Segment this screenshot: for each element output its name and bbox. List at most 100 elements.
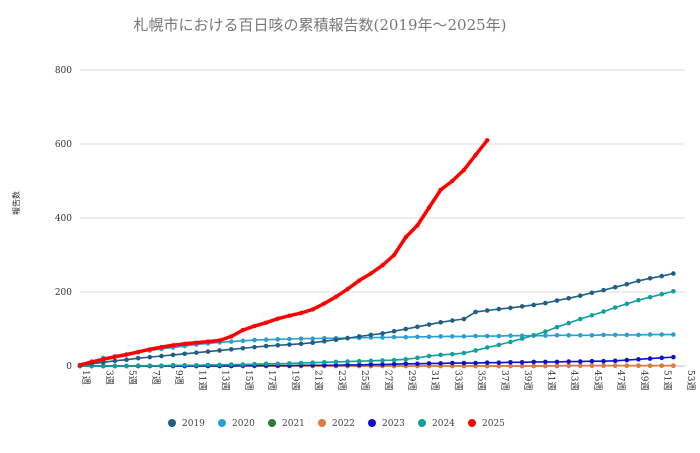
- data-point-2019: [263, 343, 269, 349]
- legend-marker: [368, 419, 376, 427]
- data-point-2019: [531, 302, 537, 308]
- data-point-2023: [345, 362, 350, 368]
- data-point-2025: [77, 362, 83, 368]
- data-point-2020: [636, 332, 641, 338]
- data-point-2019: [194, 350, 199, 355]
- legend-marker: [218, 419, 226, 427]
- legend-label: 2020: [232, 419, 255, 429]
- data-point-2023: [659, 355, 665, 361]
- legend-label: 2023: [382, 419, 405, 429]
- data-point-2024: [170, 362, 176, 368]
- x-tick-label: 3週: [103, 370, 114, 385]
- data-point-2020: [508, 333, 513, 338]
- data-point-2022: [531, 363, 537, 369]
- data-point-2023: [356, 362, 362, 368]
- data-point-2022: [484, 363, 490, 369]
- data-point-2022: [671, 363, 676, 368]
- data-point-2019: [356, 334, 362, 339]
- data-point-2023: [647, 356, 653, 361]
- data-point-2022: [508, 363, 513, 369]
- x-tick-label: 31週: [429, 370, 440, 390]
- data-point-2024: [368, 358, 374, 364]
- data-point-2022: [647, 363, 653, 368]
- data-point-2019: [228, 347, 234, 352]
- data-point-2023: [671, 354, 676, 360]
- data-point-2024: [461, 350, 467, 356]
- data-point-2019: [403, 326, 409, 332]
- series-line-2020: [79, 333, 674, 367]
- data-point-2023: [554, 359, 560, 365]
- data-point-2019: [159, 353, 164, 359]
- data-point-2020: [473, 333, 478, 339]
- x-tick-label: 17週: [266, 370, 277, 390]
- legend-label: 2025: [482, 419, 505, 429]
- data-point-2020: [577, 332, 583, 338]
- y-tick-label: 600: [55, 140, 72, 150]
- legend-item-2019: 2019: [168, 419, 205, 429]
- data-point-2019: [391, 328, 397, 334]
- data-point-2022: [636, 363, 641, 368]
- data-point-2024: [322, 360, 327, 365]
- data-point-2022: [624, 363, 630, 368]
- legend: 2019 2020 2021 2022 2023 2024 2025: [168, 419, 505, 429]
- data-point-2020: [461, 334, 467, 339]
- data-point-2025: [205, 339, 211, 344]
- data-point-2024: [519, 336, 525, 341]
- data-point-2024: [100, 363, 106, 369]
- series-layer: [77, 138, 676, 369]
- data-point-2020: [554, 332, 560, 338]
- data-point-2023: [438, 361, 443, 366]
- y-tick-label: 0: [66, 362, 72, 372]
- data-point-2019: [217, 348, 222, 353]
- data-point-2025: [194, 340, 199, 345]
- data-point-2024: [217, 362, 222, 368]
- data-point-2022: [543, 363, 548, 369]
- data-point-2024: [298, 360, 304, 366]
- x-tick-labels: 1週 3週 5週 7週 9週 11週 13週 15週 17週 19週 21週 23週 25週 27週 29週…: [80, 370, 696, 390]
- data-point-2025: [357, 278, 362, 283]
- data-point-2019: [624, 281, 630, 287]
- legend-marker: [418, 419, 426, 427]
- data-point-2020: [612, 332, 618, 338]
- y-tick-label: 200: [55, 288, 72, 298]
- data-point-2019: [636, 278, 641, 284]
- grid-layer: [80, 69, 685, 367]
- data-point-2024: [554, 324, 560, 330]
- data-point-2025: [135, 349, 141, 355]
- data-point-2024: [194, 362, 199, 368]
- x-tick-label: 13週: [220, 370, 231, 390]
- data-point-2024: [415, 355, 420, 361]
- data-point-2019: [508, 305, 513, 311]
- data-point-2019: [112, 358, 118, 364]
- data-point-2023: [391, 361, 397, 367]
- data-point-2024: [205, 362, 211, 368]
- data-point-2019: [438, 320, 443, 325]
- data-point-2023: [380, 362, 385, 367]
- series-2025: [77, 138, 490, 368]
- data-point-2025: [473, 152, 478, 158]
- data-point-2025: [252, 323, 257, 329]
- x-tick-label: 35週: [476, 370, 487, 390]
- data-point-2024: [147, 363, 153, 368]
- data-point-2019: [496, 306, 502, 312]
- data-point-2024: [391, 357, 397, 363]
- data-point-2020: [496, 333, 502, 339]
- data-point-2020: [403, 334, 409, 340]
- data-point-2024: [263, 361, 269, 367]
- data-point-2019: [519, 304, 525, 309]
- x-tick-label: 33週: [452, 370, 463, 390]
- x-tick-label: 21週: [313, 370, 324, 390]
- data-point-2022: [659, 363, 665, 368]
- data-point-2024: [240, 362, 246, 367]
- data-point-2024: [543, 329, 548, 334]
- x-tick-label: 43週: [569, 370, 580, 390]
- data-point-2019: [333, 337, 339, 343]
- series-2019: [77, 271, 676, 368]
- data-point-2019: [426, 322, 432, 327]
- data-point-2022: [589, 363, 595, 368]
- x-tick-label: 19週: [289, 370, 300, 390]
- data-point-2025: [275, 316, 280, 321]
- data-point-2024: [252, 361, 257, 367]
- x-tick-label: 49週: [638, 370, 649, 390]
